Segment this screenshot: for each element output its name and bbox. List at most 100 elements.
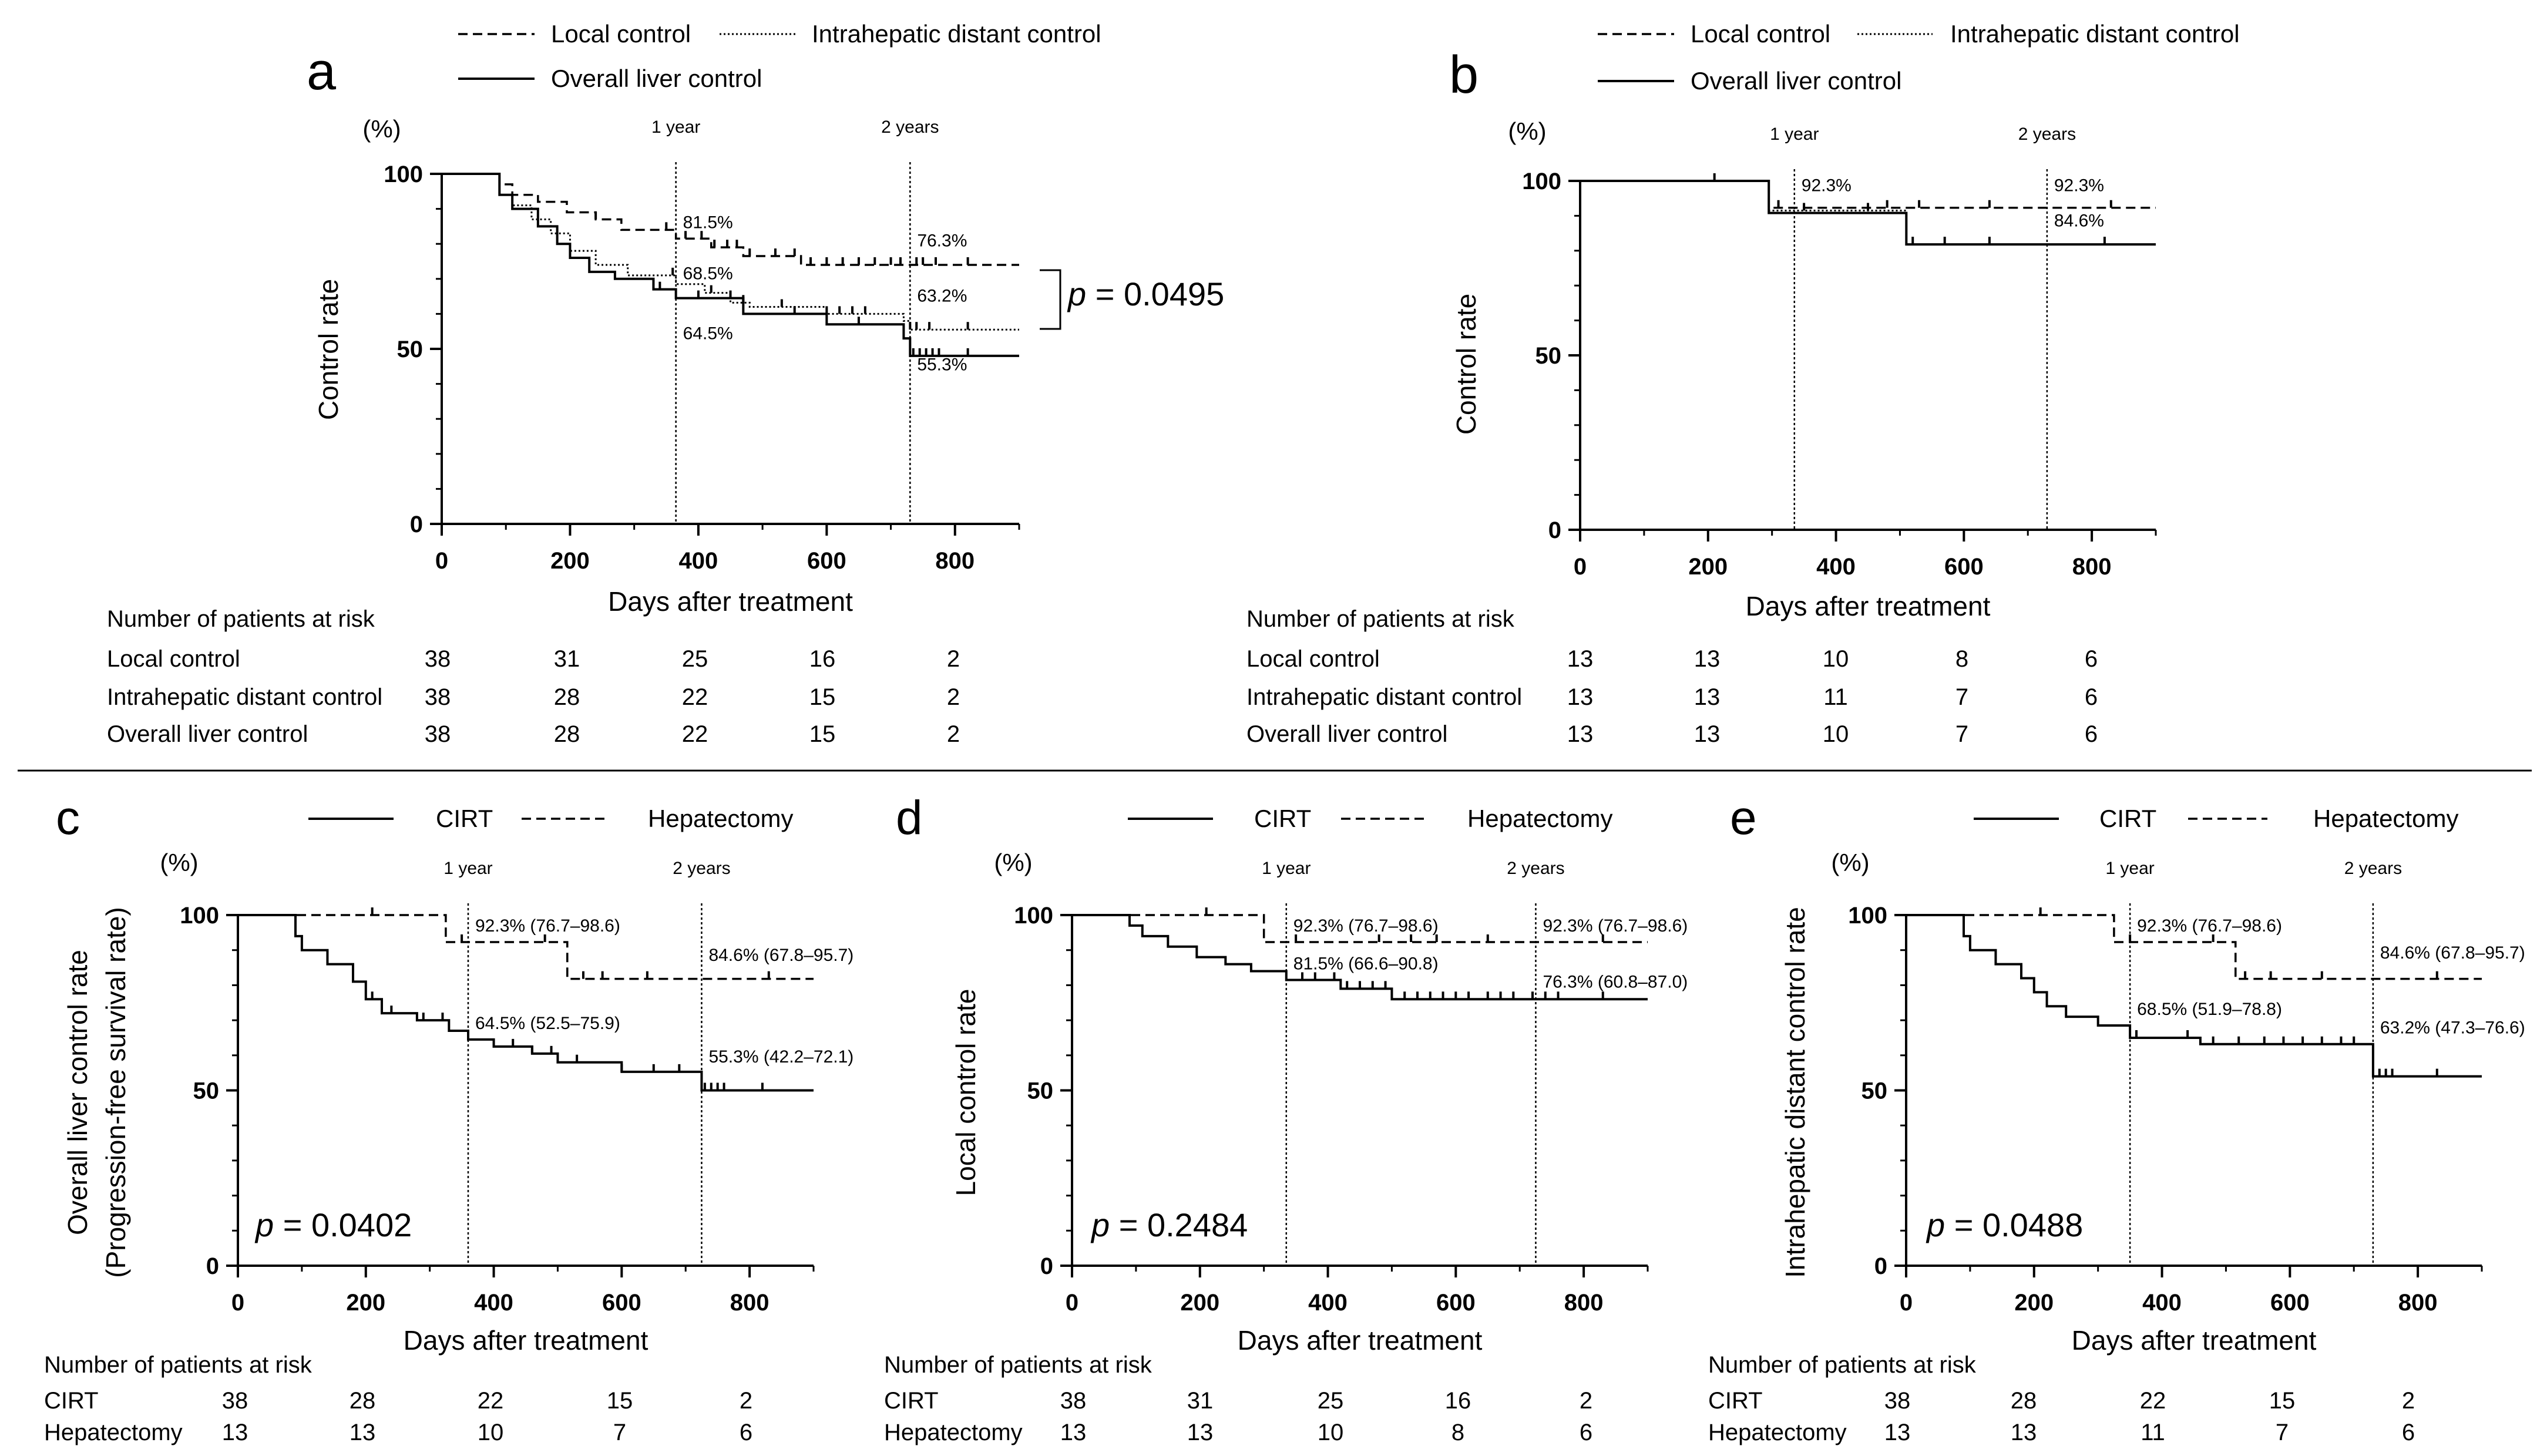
panel-e: e CIRT Hepatectomy 0 50 100 0 200 400 600 800 Days … <box>1708 791 2525 1445</box>
risk-table-value: 7 <box>1955 684 1968 710</box>
risk-table-value: 13 <box>1567 684 1594 710</box>
x-tick-label: 400 <box>474 1290 513 1316</box>
x-axis-label: Days after treatment <box>1746 591 1991 621</box>
value-annotation: 81.5% (66.6–90.8) <box>1293 954 1439 973</box>
panel-label: e <box>1730 791 1757 845</box>
risk-table-value: 2 <box>947 646 960 672</box>
y-unit-label: (%) <box>160 849 198 876</box>
risk-table-value: 6 <box>2085 684 2098 710</box>
p-value: p = 0.0495 <box>1067 275 1224 312</box>
p-value-text: = 0.0495 <box>1086 275 1224 312</box>
y-tick-label: 100 <box>1848 903 1887 929</box>
y-tick-label: 100 <box>384 162 423 187</box>
risk-table-value: 13 <box>1567 721 1594 747</box>
risk-table-value: 10 <box>1318 1420 1344 1445</box>
risk-table-value: 13 <box>1694 684 1721 710</box>
value-annotation: 55.3% (42.2–72.1) <box>708 1047 854 1067</box>
y-unit-label: (%) <box>362 115 401 143</box>
x-axis-label: Days after treatment <box>608 586 853 617</box>
legend-label: Overall liver control <box>1691 67 1901 95</box>
value-annotation: 64.5% (52.5–75.9) <box>475 1014 620 1033</box>
panel-label: c <box>56 791 80 845</box>
risk-table-value: 7 <box>613 1420 626 1445</box>
risk-table-row-label: Hepatectomy <box>884 1420 1023 1445</box>
p-value: p = 0.2484 <box>1090 1206 1248 1243</box>
risk-table-value: 13 <box>350 1420 376 1445</box>
x-tick-label: 600 <box>602 1290 641 1316</box>
p-value-symbol: p <box>1067 275 1086 312</box>
series-line-dashed <box>442 173 1019 266</box>
x-tick-label: 800 <box>730 1290 770 1316</box>
y-tick-label: 50 <box>1861 1078 1888 1104</box>
risk-table-value: 25 <box>682 646 708 672</box>
p-value-text: = 0.0402 <box>274 1206 412 1243</box>
legend-label: CIRT <box>2099 805 2156 832</box>
y-unit-label: (%) <box>994 849 1032 876</box>
y-axis-label: Control rate <box>313 279 344 420</box>
y-tick-label: 100 <box>1522 169 1561 194</box>
value-annotation: 84.6% (67.8–95.7) <box>2380 943 2525 963</box>
risk-table-value: 22 <box>2140 1388 2166 1414</box>
risk-table-value: 10 <box>478 1420 504 1445</box>
risk-table-value: 6 <box>1580 1420 1592 1445</box>
risk-table-value: 31 <box>554 646 580 672</box>
risk-table-value: 6 <box>2085 721 2098 747</box>
reference-line-label: 2 years <box>673 859 730 878</box>
risk-table-value: 28 <box>2011 1388 2037 1414</box>
value-annotation: 63.2% <box>917 286 967 305</box>
legend-label: Hepatectomy <box>2313 805 2458 832</box>
x-tick-label: 800 <box>935 548 975 574</box>
risk-table-value: 2 <box>2402 1388 2415 1414</box>
panel-c: c CIRT Hepatectomy 0 50 100 0 200 400 600 800 Days … <box>44 791 854 1445</box>
value-annotation: 63.2% (47.3–76.6) <box>2380 1018 2525 1038</box>
risk-table-row-label: Intrahepatic distant control <box>107 684 382 710</box>
x-axis-label: Days after treatment <box>1238 1325 1483 1356</box>
reference-line-label: 1 year <box>2105 859 2154 878</box>
series-line-dashed <box>1906 914 2482 980</box>
x-axis-label: Days after treatment <box>404 1325 648 1356</box>
risk-table-value: 11 <box>1823 684 1848 710</box>
risk-table-value: 28 <box>350 1388 376 1414</box>
y-tick-label: 100 <box>180 903 219 929</box>
risk-table-value: 6 <box>2085 646 2098 672</box>
risk-table-value: 10 <box>1823 646 1849 672</box>
y-unit-label: (%) <box>1508 117 1546 145</box>
risk-table-value: 10 <box>1823 721 1849 747</box>
x-tick-label: 0 <box>1900 1290 1913 1316</box>
x-tick-label: 400 <box>1308 1290 1348 1316</box>
p-value-symbol: p <box>1926 1206 1945 1243</box>
value-annotation: 92.3% (76.7–98.6) <box>1543 916 1688 936</box>
value-annotation: 92.3% (76.7–98.6) <box>475 916 620 936</box>
panel-label: b <box>1449 46 1479 105</box>
x-tick-label: 0 <box>231 1290 244 1316</box>
risk-table-value: 6 <box>2402 1420 2415 1445</box>
y-axis-label-secondary: (Progression-free survival rate) <box>100 907 131 1277</box>
series-line-solid <box>1072 914 1648 1001</box>
legend-label: Hepatectomy <box>648 805 793 832</box>
series-line-dashed <box>238 914 814 980</box>
risk-table-value: 2 <box>947 684 960 710</box>
p-value-text: = 0.2484 <box>1110 1206 1248 1243</box>
reference-line-label: 1 year <box>1770 125 1819 144</box>
risk-table-row-label: CIRT <box>44 1388 99 1414</box>
reference-line-label: 1 year <box>651 117 700 137</box>
reference-line-label: 2 years <box>2344 859 2402 878</box>
value-annotation: 84.6% <box>2054 211 2104 230</box>
p-value-bracket <box>1040 269 1061 330</box>
y-tick-label: 0 <box>1040 1253 1053 1279</box>
x-tick-label: 0 <box>435 548 448 574</box>
reference-line-label: 1 year <box>443 859 492 878</box>
risk-table-value: 15 <box>809 721 836 747</box>
panel-a: a Local control Intrahepatic distant contr… <box>107 20 1224 747</box>
reference-line-label: 2 years <box>2018 125 2076 144</box>
risk-table-row-label: Hepatectomy <box>1708 1420 1847 1445</box>
risk-table-row-label: CIRT <box>1708 1388 1763 1414</box>
p-value-symbol: p <box>254 1206 274 1243</box>
risk-table-row-label: Hepatectomy <box>44 1420 183 1445</box>
risk-table-title: Number of patients at risk <box>884 1352 1152 1378</box>
p-value-symbol: p <box>1090 1206 1110 1243</box>
legend-label: CIRT <box>1254 805 1311 832</box>
x-tick-label: 400 <box>1816 554 1856 580</box>
risk-table-value: 13 <box>1694 721 1721 747</box>
